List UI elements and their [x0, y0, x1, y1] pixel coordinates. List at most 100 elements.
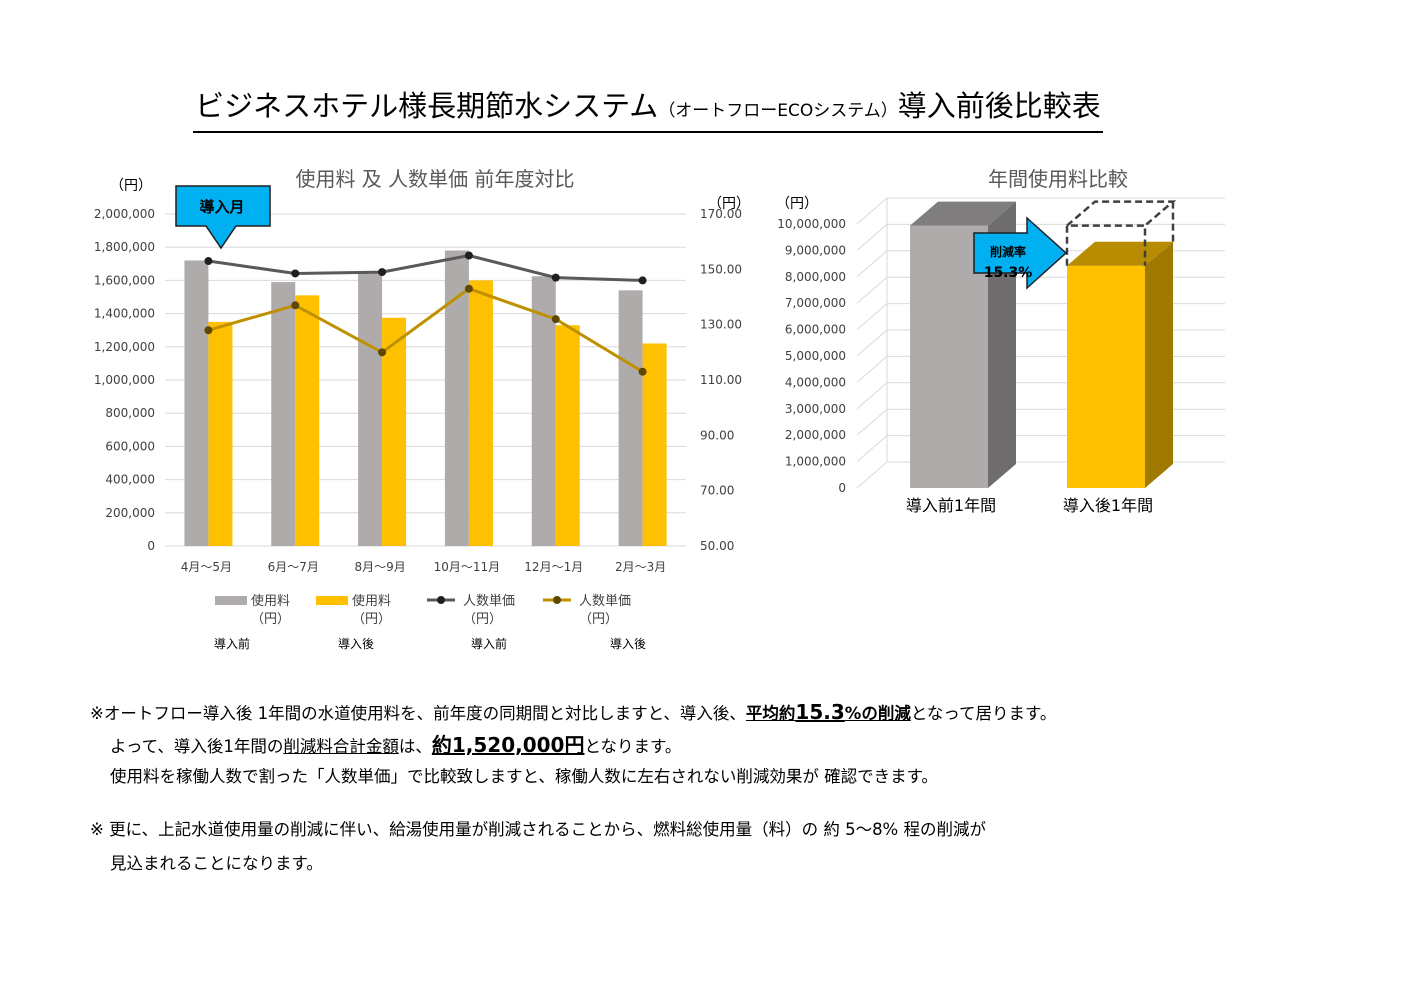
chart1-y2tick: 130.00: [700, 318, 742, 332]
chart2-ytick: 5,000,000: [785, 349, 846, 363]
chart1-ytick: 1,800,000: [94, 240, 155, 254]
chart1-line-point: [378, 268, 387, 277]
note-line-1: ※オートフロー導入後 1年間の水道使用料を、前年度の同期間と対比しますと、導入後…: [90, 700, 1057, 724]
chart1-xtick: 8月～9月: [354, 560, 405, 574]
chart1-y2tick: 150.00: [700, 262, 742, 276]
chart1-xtick: 4月～5月: [181, 560, 232, 574]
total-reduction-label: 削減料合計金額: [283, 737, 399, 756]
chart2-xtick: 導入後1年間: [1063, 496, 1153, 515]
chart2-ytick: 10,000,000: [777, 217, 846, 231]
chart1-xtick: 6月～7月: [268, 560, 319, 574]
chart1-legend-unit: （円）: [251, 612, 290, 627]
chart1-ytick: 2,000,000: [94, 207, 155, 221]
chart1-line-point: [464, 251, 473, 260]
chart1-bar-before: [358, 272, 383, 546]
introduction-month-label: 導入月: [199, 198, 244, 216]
chart2-ytick: 1,000,000: [785, 455, 846, 469]
chart1-line-before: [208, 253, 643, 282]
chart1-bar-before: [618, 290, 643, 546]
chart1-ytick: 1,600,000: [94, 273, 155, 287]
chart2-ytick: 0: [838, 481, 846, 495]
chart1-legend-label: 使用料: [352, 593, 391, 609]
chart1-legend-unit: （円）: [463, 612, 502, 627]
chart1-legend-marker: [437, 596, 445, 604]
chart2-bar-front: [1067, 265, 1145, 488]
chart1-bar-after: [642, 343, 667, 546]
chart2-xtick: 導入前1年間: [906, 496, 996, 515]
chart2-title: 年間使用料比較: [988, 167, 1128, 191]
chart2-ytick: 8,000,000: [785, 270, 846, 284]
chart1-line-point: [378, 348, 387, 357]
chart1-line-point: [638, 276, 647, 285]
chart1-y2label: （円）: [708, 196, 750, 212]
chart2-bar-top: [1067, 241, 1173, 266]
chart2-ytick: 9,000,000: [785, 243, 846, 257]
chart1-bar-after: [555, 325, 580, 546]
chart1-legend-group: 導入前: [214, 636, 250, 651]
chart1-legend-group: 導入前: [471, 636, 507, 651]
chart2-reduction-box: [1065, 200, 1177, 266]
chart1-bar-before: [444, 250, 469, 546]
chart2-bar-side: [1145, 241, 1173, 488]
chart1-xtick: 2月～3月: [615, 560, 666, 574]
average-label: 平均約: [745, 704, 796, 723]
reduction-percent-suffix: %の削減: [844, 704, 911, 723]
chart1-title: 使用料 及 人数単価 前年度対比: [295, 167, 574, 191]
chart1-ytick: 1,000,000: [94, 373, 155, 387]
chart1-legend-marker: [553, 596, 561, 604]
chart1-legend-swatch: [215, 596, 247, 605]
chart1-line-point: [551, 273, 560, 282]
chart2-ytick: 3,000,000: [785, 402, 846, 416]
chart1-ytick: 0: [147, 539, 155, 553]
chart1-y2tick: 110.00: [700, 373, 742, 387]
chart2-ytick: 4,000,000: [785, 375, 846, 389]
chart1-line-point: [291, 269, 300, 278]
chart1-legend-unit: （円）: [579, 612, 618, 627]
chart1-y2tick: 50.00: [700, 539, 734, 553]
chart1-legend-group: 導入後: [610, 637, 646, 651]
chart1-legend-label: 人数単価: [579, 593, 631, 609]
chart1-line-after: [208, 287, 644, 373]
chart2-ytick: 2,000,000: [785, 428, 846, 442]
chart1-ytick: 600,000: [105, 439, 155, 453]
usage-comparison-chart: 使用料 及 人数単価 前年度対比 （円） （円） 2,000,000 1,800,…: [94, 167, 750, 651]
chart2-ylabel: （円）: [776, 196, 818, 212]
chart2-ytick: 6,000,000: [785, 323, 846, 337]
chart1-line-point: [204, 326, 213, 335]
chart1-legend-label: 人数単価: [463, 593, 515, 609]
chart1-bar-before: [271, 282, 296, 546]
page-title-tail: 導入前後比較表: [897, 89, 1101, 123]
chart2-ytick: 7,000,000: [785, 296, 846, 310]
chart2-reduction-box-edges: [1065, 200, 1177, 266]
chart1-ytick: 1,400,000: [94, 307, 155, 321]
page-title-sub: （オートフローECOシステム）: [658, 101, 898, 121]
page-title-main: ビジネスホテル様長期節水システム: [195, 89, 659, 123]
chart1-y2tick: 170.00: [700, 207, 742, 221]
chart2-bar-top: [910, 201, 1016, 226]
chart1-bar-after: [382, 317, 407, 546]
reduction-rate-callout: 削減率 15.3%: [973, 216, 1068, 290]
note-line-5: 見込まれることになります。: [110, 854, 323, 873]
chart1-bar-after: [208, 321, 233, 546]
reduction-percent: 15.3: [795, 700, 845, 724]
chart1-legend-label: 使用料: [251, 593, 290, 609]
chart1-xtick: 10月～11月: [434, 560, 501, 574]
chart1-bar-after: [295, 295, 320, 546]
chart1-xtick: 12月～1月: [524, 560, 583, 574]
chart1-legend-swatch: [316, 596, 348, 605]
chart1-bar-after: [468, 280, 493, 546]
chart1-legend-group: 導入後: [338, 637, 374, 651]
chart1-line-point: [204, 257, 213, 266]
chart1-line-point: [291, 301, 300, 310]
note-line-2: よって、導入後1年間の削減料合計金額は、約1,520,000円となります。: [110, 733, 682, 757]
chart1-ytick: 200,000: [105, 506, 155, 520]
reduction-rate-label: 削減率: [990, 244, 1026, 259]
chart1-ytick: 800,000: [105, 406, 155, 420]
total-reduction-amount: 約1,520,000円: [431, 733, 585, 757]
introduction-month-callout: 導入月: [175, 185, 271, 250]
page-title: ビジネスホテル様長期節水システム（オートフローECOシステム）導入前後比較表: [0, 88, 1296, 133]
chart1-ytick: 400,000: [105, 473, 155, 487]
chart1-bar-before: [531, 276, 556, 546]
chart1-bar-before: [184, 260, 209, 546]
